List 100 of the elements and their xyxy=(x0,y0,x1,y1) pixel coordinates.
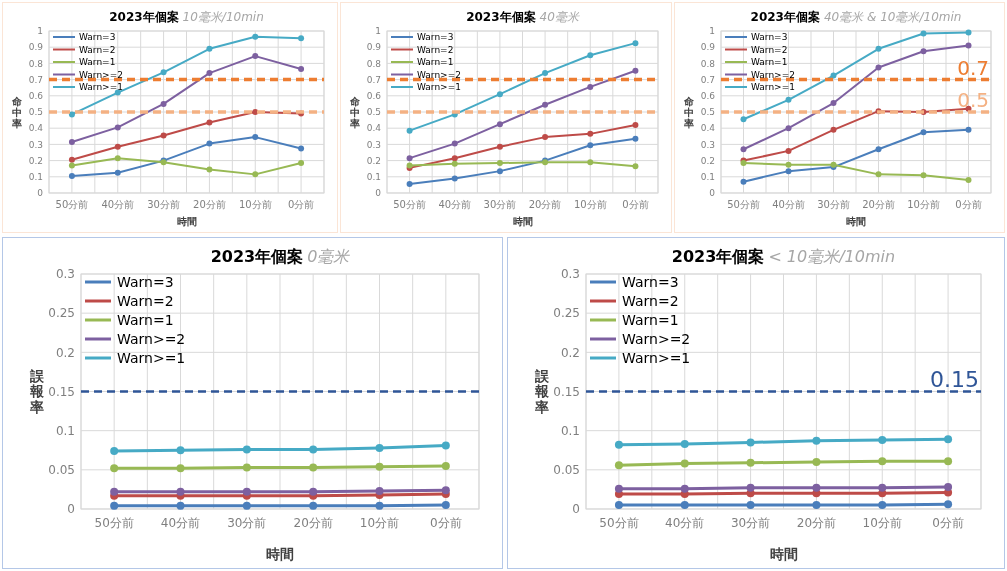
legend-label: Warn>=2 xyxy=(622,330,691,347)
y-tick-label: 0.1 xyxy=(700,171,715,182)
legend-label: Warn=1 xyxy=(79,57,116,68)
legend-label: Warn>=1 xyxy=(622,349,691,366)
y-tick-label: 0.9 xyxy=(700,42,716,53)
legend-label: Warn=1 xyxy=(751,57,788,68)
legend-label: Warn>=2 xyxy=(79,69,123,80)
x-axis-title: 時間 xyxy=(769,546,798,562)
x-axis-title: 時間 xyxy=(846,216,866,227)
legend-label: Warn>=2 xyxy=(751,69,795,80)
legend-label: Warn>=1 xyxy=(751,82,795,93)
ref-line-label: 0.7 xyxy=(957,55,989,80)
chart-title: 2023年個案 xyxy=(466,10,536,24)
y-tick-label: 0.25 xyxy=(48,306,75,321)
chart-title: 2023年個案 xyxy=(210,247,304,266)
legend-label: Warn=2 xyxy=(751,44,788,55)
y-tick-label: 0.2 xyxy=(560,345,580,360)
y-tick-label: 0.3 xyxy=(700,139,715,150)
y-tick-label: 0.8 xyxy=(366,58,382,69)
y-tick-label: 0.4 xyxy=(700,123,716,134)
legend-label: Warn=3 xyxy=(117,273,174,290)
y-tick-label: 0.3 xyxy=(55,267,75,282)
y-axis-title: 命中率 xyxy=(349,95,361,129)
y-tick-label: 0.25 xyxy=(553,306,580,321)
chart-subtitle: 10毫米/10min xyxy=(182,10,264,24)
x-tick-label: 10分前 xyxy=(573,199,607,210)
legend-label: Warn>=1 xyxy=(117,349,186,366)
y-tick-label: 0.9 xyxy=(28,42,44,53)
x-tick-label: 10分前 xyxy=(238,199,272,210)
chart-title: 2023年個案 xyxy=(109,10,179,24)
legend-label: Warn=2 xyxy=(622,292,679,309)
y-tick-label: 0.15 xyxy=(48,384,75,399)
y-tick-label: 0.3 xyxy=(366,139,381,150)
y-tick-label: 0.4 xyxy=(28,123,44,134)
y-tick-label: 0.2 xyxy=(700,155,715,166)
x-tick-label: 0分前 xyxy=(622,199,649,210)
ref-line-label: 0.5 xyxy=(957,88,989,112)
x-tick-label: 20分前 xyxy=(193,199,226,210)
y-tick-label: 0.5 xyxy=(700,107,715,118)
x-tick-label: 20分前 xyxy=(293,516,333,530)
x-tick-label: 30分前 xyxy=(147,199,180,210)
x-tick-label: 0分前 xyxy=(287,199,315,210)
y-tick-label: 0.8 xyxy=(28,58,44,69)
chart-title: 2023年個案 xyxy=(671,247,765,266)
legend-label: Warn=3 xyxy=(622,273,679,290)
y-tick-label: 0.6 xyxy=(700,90,716,101)
legend-label: Warn>=2 xyxy=(117,330,186,347)
legend-label: Warn=1 xyxy=(622,311,679,328)
x-tick-label: 50分前 xyxy=(94,516,134,530)
legend-label: Warn=2 xyxy=(417,44,454,55)
x-tick-label: 20分前 xyxy=(796,516,837,530)
legend-label: Warn=1 xyxy=(117,311,174,328)
legend-label: Warn=1 xyxy=(417,57,454,68)
legend-label: Warn=2 xyxy=(79,44,116,55)
y-axis-title: 命中率 xyxy=(11,95,23,129)
y-tick-label: 0.7 xyxy=(700,74,715,85)
y-tick-label: 0.3 xyxy=(560,267,580,282)
chart-subtitle: 0毫米 xyxy=(307,247,351,266)
legend-label: Warn=3 xyxy=(79,32,116,43)
y-tick-label: 0.1 xyxy=(55,423,75,438)
legend-label: Warn>=1 xyxy=(79,82,123,93)
legend-label: Warn>=2 xyxy=(417,69,461,80)
y-tick-label: 0 xyxy=(37,188,44,199)
y-tick-label: 0.6 xyxy=(28,90,44,101)
y-tick-label: 0 xyxy=(709,188,716,199)
x-tick-label: 40分前 xyxy=(665,516,705,530)
x-axis-title: 時間 xyxy=(512,216,533,227)
x-tick-label: 10分前 xyxy=(862,516,902,530)
x-tick-label: 10分前 xyxy=(359,516,400,530)
x-tick-label: 20分前 xyxy=(528,199,562,210)
legend-label: Warn=2 xyxy=(117,292,174,309)
chart-subtitle: 40毫米 xyxy=(539,10,580,24)
y-tick-label: 0.7 xyxy=(366,74,381,85)
x-tick-label: 30分前 xyxy=(483,199,517,210)
chart-title: 2023年個案 xyxy=(750,10,820,24)
chart-subtitle: 40毫米 & 10毫米/10min xyxy=(823,10,962,24)
legend-label: Warn=3 xyxy=(417,32,454,43)
y-tick-label: 0.05 xyxy=(48,463,75,478)
x-tick-label: 40分前 xyxy=(438,199,472,210)
y-tick-label: 0.2 xyxy=(28,155,43,166)
x-tick-label: 0分前 xyxy=(430,516,462,530)
y-tick-label: 1 xyxy=(375,26,381,37)
y-tick-label: 1 xyxy=(37,26,43,37)
x-tick-label: 30分前 xyxy=(817,199,850,210)
x-tick-label: 0分前 xyxy=(932,516,964,530)
y-tick-label: 0.15 xyxy=(553,384,580,399)
y-tick-label: 0 xyxy=(375,188,382,199)
x-tick-label: 30分前 xyxy=(227,516,267,530)
y-tick-label: 0.2 xyxy=(55,345,75,360)
y-tick-label: 0 xyxy=(572,502,580,517)
y-tick-label: 0.6 xyxy=(366,90,382,101)
y-tick-label: 0.1 xyxy=(366,171,381,182)
x-tick-label: 50分前 xyxy=(55,199,89,210)
legend-label: Warn=3 xyxy=(751,32,788,43)
ref-line-label: 0.15 xyxy=(930,366,979,392)
x-tick-label: 40分前 xyxy=(101,199,135,210)
y-tick-label: 0.4 xyxy=(366,123,382,134)
x-axis-title: 時間 xyxy=(176,216,197,227)
x-axis-title: 時間 xyxy=(266,546,294,562)
x-tick-label: 20分前 xyxy=(862,199,895,210)
